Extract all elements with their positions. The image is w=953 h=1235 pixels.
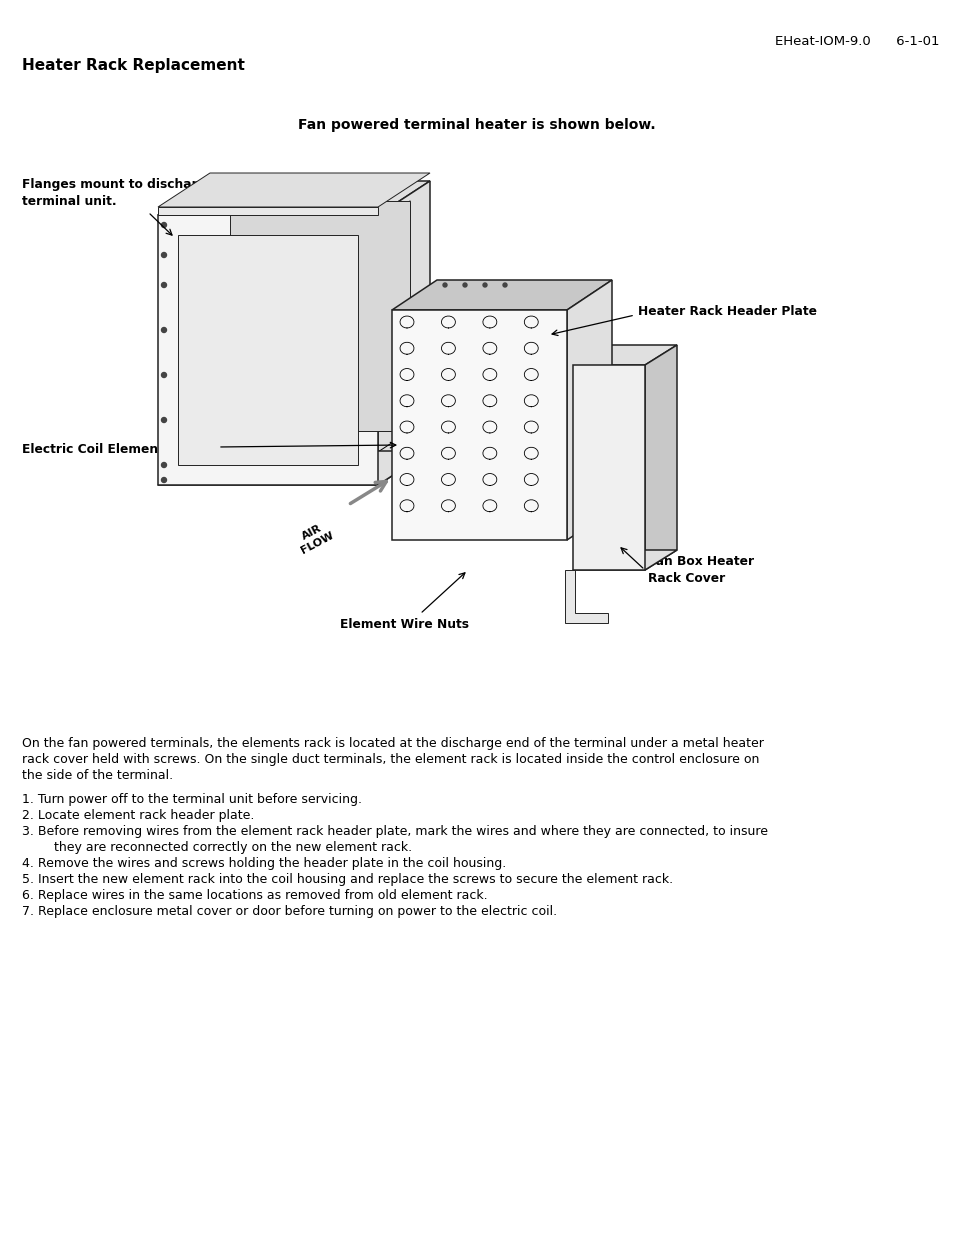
Text: 1. Turn power off to the terminal unit before servicing.: 1. Turn power off to the terminal unit b… — [22, 793, 361, 806]
Polygon shape — [573, 345, 677, 366]
Text: 2. Locate element rack header plate.: 2. Locate element rack header plate. — [22, 809, 254, 823]
Text: 7. Replace enclosure metal cover or door before turning on power to the electric: 7. Replace enclosure metal cover or door… — [22, 905, 557, 918]
Circle shape — [161, 252, 167, 258]
Circle shape — [553, 320, 557, 324]
Circle shape — [553, 399, 557, 403]
Polygon shape — [230, 201, 410, 431]
Polygon shape — [573, 550, 677, 571]
Circle shape — [462, 283, 467, 287]
Circle shape — [502, 283, 506, 287]
Circle shape — [553, 373, 557, 377]
Text: Fan powered terminal heater is shown below.: Fan powered terminal heater is shown bel… — [298, 119, 655, 132]
Polygon shape — [158, 451, 430, 485]
Circle shape — [553, 504, 557, 508]
Text: Fan Box Heater: Fan Box Heater — [647, 555, 753, 568]
Circle shape — [551, 501, 558, 510]
Text: Electric Coil Elements: Electric Coil Elements — [22, 443, 171, 456]
Circle shape — [161, 327, 167, 332]
Polygon shape — [158, 215, 377, 485]
Circle shape — [161, 462, 167, 468]
Circle shape — [551, 317, 558, 326]
Text: terminal unit.: terminal unit. — [22, 195, 116, 207]
Text: they are reconnected correctly on the new element rack.: they are reconnected correctly on the ne… — [22, 841, 412, 853]
Circle shape — [553, 346, 557, 351]
Circle shape — [161, 373, 167, 378]
Polygon shape — [392, 280, 612, 310]
Circle shape — [551, 396, 558, 405]
Text: 4. Remove the wires and screws holding the header plate in the coil housing.: 4. Remove the wires and screws holding t… — [22, 857, 506, 869]
Circle shape — [437, 312, 443, 317]
Circle shape — [476, 312, 481, 317]
Polygon shape — [564, 571, 607, 622]
Circle shape — [399, 312, 404, 317]
Text: rack cover held with screws. On the single duct terminals, the element rack is l: rack cover held with screws. On the sing… — [22, 753, 759, 766]
Circle shape — [551, 370, 558, 378]
Polygon shape — [178, 235, 357, 466]
Circle shape — [551, 424, 558, 431]
Circle shape — [482, 283, 486, 287]
Circle shape — [418, 312, 423, 317]
Circle shape — [457, 312, 462, 317]
Circle shape — [161, 478, 167, 483]
Circle shape — [161, 283, 167, 288]
Circle shape — [551, 345, 558, 352]
Circle shape — [161, 417, 167, 422]
Circle shape — [554, 312, 558, 317]
Polygon shape — [377, 182, 430, 485]
Circle shape — [516, 312, 520, 317]
Polygon shape — [644, 345, 677, 571]
Text: On the fan powered terminals, the elements rack is located at the discharge end : On the fan powered terminals, the elemen… — [22, 737, 763, 750]
Circle shape — [442, 283, 447, 287]
Text: Element Wire Nuts: Element Wire Nuts — [339, 618, 469, 631]
Circle shape — [496, 312, 501, 317]
Text: Flanges mount to dischargeof: Flanges mount to dischargeof — [22, 178, 229, 191]
Text: 6. Replace wires in the same locations as removed from old element rack.: 6. Replace wires in the same locations a… — [22, 889, 487, 902]
Text: 5. Insert the new element rack into the coil housing and replace the screws to s: 5. Insert the new element rack into the … — [22, 873, 673, 885]
Text: Heater Rack Replacement: Heater Rack Replacement — [22, 58, 245, 73]
Circle shape — [553, 451, 557, 456]
Circle shape — [553, 425, 557, 429]
Text: AIR
FLOW: AIR FLOW — [294, 520, 335, 556]
Polygon shape — [158, 173, 430, 207]
Text: EHeat-IOM-9.0      6-1-01: EHeat-IOM-9.0 6-1-01 — [775, 35, 939, 48]
Circle shape — [535, 312, 539, 317]
Polygon shape — [573, 366, 644, 571]
Circle shape — [161, 222, 167, 227]
Circle shape — [553, 478, 557, 482]
Text: Rack Cover: Rack Cover — [647, 572, 724, 585]
Text: the side of the terminal.: the side of the terminal. — [22, 769, 172, 782]
Polygon shape — [158, 207, 377, 215]
Polygon shape — [392, 310, 566, 540]
Text: Heater Rack Header Plate: Heater Rack Header Plate — [638, 305, 816, 317]
Circle shape — [551, 475, 558, 483]
Circle shape — [551, 450, 558, 457]
Polygon shape — [566, 280, 612, 540]
Text: 3. Before removing wires from the element rack header plate, mark the wires and : 3. Before removing wires from the elemen… — [22, 825, 767, 839]
Polygon shape — [158, 182, 430, 215]
